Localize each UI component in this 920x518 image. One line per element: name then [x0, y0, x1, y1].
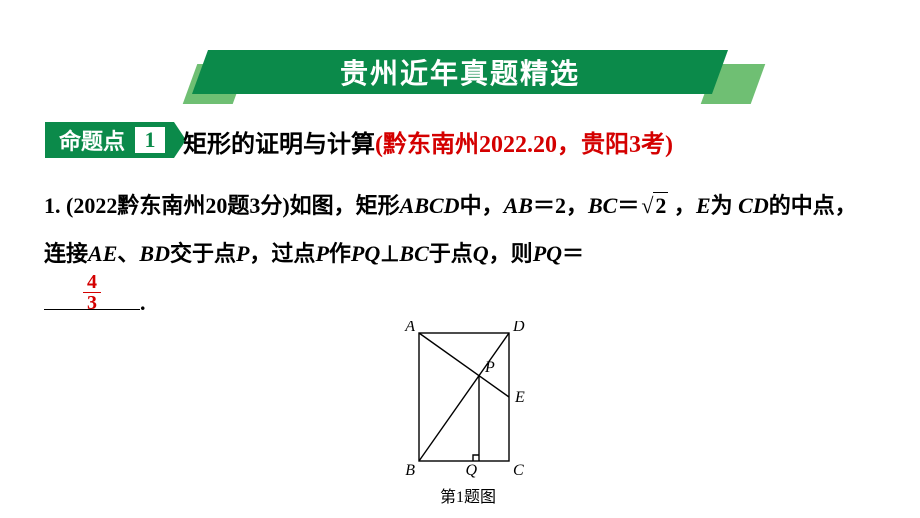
question-stem: 1. (2022黔东南州20题3分)如图，矩形ABCD中，AB＝2，BC＝2 ，…: [44, 182, 876, 327]
sqrt-2: 2: [639, 182, 668, 230]
figure-svg: A D B C P E Q: [403, 321, 533, 481]
svg-text:A: A: [404, 321, 415, 335]
topic-badge: 命题点 1: [45, 122, 186, 158]
svg-text:D: D: [512, 321, 525, 335]
svg-text:B: B: [405, 462, 415, 479]
figure-1: A D B C P E Q 第1题图: [403, 321, 533, 507]
section-ribbon: 贵州近年真题精选: [200, 50, 740, 98]
answer-blank: 4 3: [44, 288, 140, 310]
badge-number: 1: [135, 127, 165, 153]
figure-caption: 第1题图: [403, 483, 533, 507]
ribbon-title: 贵州近年真题精选: [340, 52, 580, 92]
badge-num-wrap: 1: [131, 122, 174, 158]
ribbon-body: 贵州近年真题精选: [192, 50, 728, 94]
svg-text:P: P: [484, 359, 495, 376]
answer-fraction: 4 3: [83, 272, 101, 313]
svg-text:E: E: [514, 389, 525, 406]
topic-source: (黔东南州2022.20，贵阳3考): [375, 132, 673, 158]
answer-num: 4: [83, 272, 101, 293]
var-ABCD: ABCD: [400, 193, 460, 218]
badge-label: 命题点: [45, 122, 131, 158]
answer-den: 3: [83, 293, 101, 313]
svg-text:C: C: [513, 462, 524, 479]
topic-title: 矩形的证明与计算: [183, 132, 375, 158]
topic-line: 矩形的证明与计算(黔东南州2022.20，贵阳3考): [183, 124, 673, 159]
svg-text:Q: Q: [465, 462, 477, 479]
stem-lead: 1. (2022黔东南州20题3分)如图，矩形: [44, 193, 400, 218]
